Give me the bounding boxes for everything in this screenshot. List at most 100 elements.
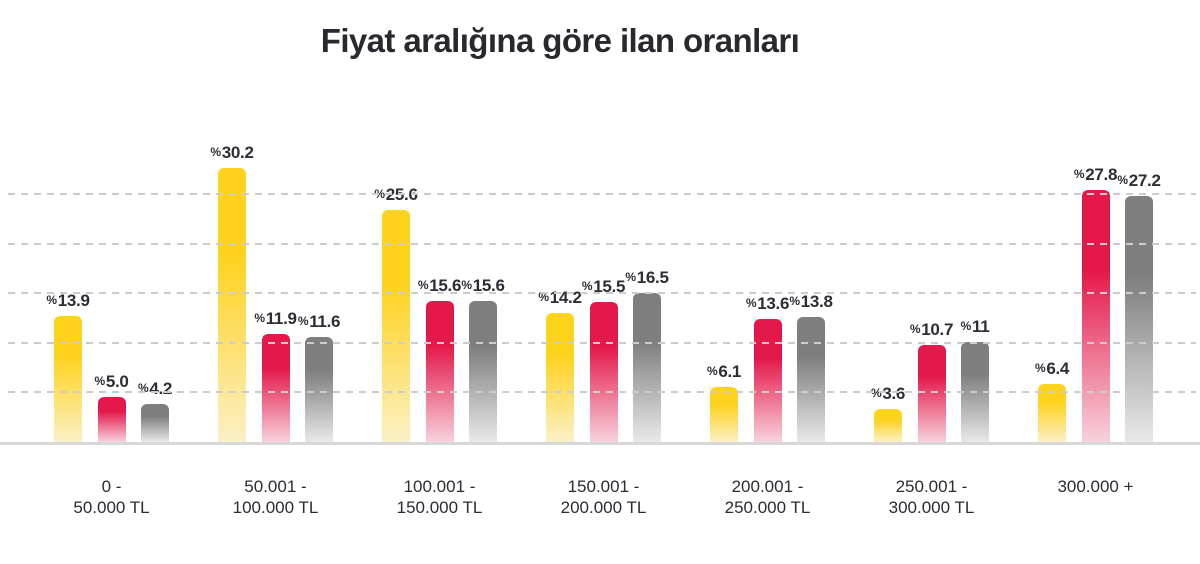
- bar-group: %6.1 %13.6 %13.8: [707, 292, 833, 442]
- bar-red: [917, 345, 946, 442]
- bar-value-label: %27.2: [1117, 171, 1161, 191]
- bar-column: %13.9: [46, 291, 90, 442]
- bar-value-label: %15.6: [461, 276, 505, 296]
- bar-column: %27.2: [1117, 171, 1161, 442]
- percent-sign: %: [789, 293, 800, 308]
- bar-gray: [633, 293, 661, 442]
- percent-sign: %: [210, 144, 221, 159]
- bar-value-label: %6.4: [1035, 359, 1069, 379]
- bar-column: %11.9: [254, 309, 297, 442]
- category-label: 100.001 - 150.000 TL: [382, 476, 497, 518]
- bar-value: 13.8: [800, 292, 833, 311]
- bar-value: 6.4: [1046, 359, 1070, 378]
- bar-value-label: %3.6: [871, 384, 905, 404]
- percent-sign: %: [625, 269, 636, 284]
- bar-value-label: %11.6: [298, 312, 341, 332]
- percent-sign: %: [1034, 360, 1046, 375]
- bar-yellow: [54, 316, 82, 442]
- bar-value: 13.6: [757, 294, 790, 313]
- percent-sign: %: [909, 321, 921, 336]
- bar-value-label: %11.9: [254, 309, 297, 329]
- percent-sign: %: [960, 318, 972, 333]
- category-label: 0 - 50.000 TL: [54, 476, 169, 518]
- bar-value: 11.6: [309, 312, 341, 331]
- bar-yellow: [546, 313, 574, 442]
- bar-value: 30.2: [221, 143, 254, 162]
- category-label-line2: 150.000 TL: [396, 498, 483, 517]
- bar-column: %14.2: [538, 288, 582, 442]
- bar-group: %25.6 %15.6%15.6: [374, 185, 505, 442]
- category-label-line1: 100.001 -: [403, 477, 476, 496]
- percent-sign: %: [706, 363, 718, 378]
- bar-column: %30.2: [210, 143, 254, 442]
- category-label-line2: 200.000 TL: [560, 498, 647, 517]
- bar-group: %3.6%10.7%11: [871, 317, 990, 442]
- bar-group: %30.2 %11.9 %11.6: [210, 143, 340, 442]
- bar-value-label: %27.8: [1073, 165, 1118, 185]
- category-label: 250.001 - 300.000 TL: [874, 476, 989, 518]
- bar-value: 5.0: [105, 372, 129, 391]
- bar-gray: [797, 317, 825, 442]
- bar-column: %15.6: [461, 276, 505, 442]
- percent-sign: %: [46, 292, 57, 307]
- category-label-line1: 300.000 +: [1057, 477, 1134, 496]
- category-label-line1: 0 -: [101, 477, 122, 496]
- bar-gray: [305, 337, 333, 442]
- title-bar: Fiyat aralığına göre ilan oranları: [0, 0, 1120, 60]
- chart-title: Fiyat aralığına göre ilan oranları: [320, 22, 800, 59]
- bar-column: %11.6: [298, 312, 340, 442]
- percent-sign: %: [1117, 172, 1128, 187]
- category-label-line2: 300.000 TL: [888, 498, 975, 517]
- bar-value: 6.1: [718, 362, 742, 381]
- bar-red: [97, 397, 126, 442]
- bar-value-label: %25.6: [374, 185, 418, 205]
- category-label-line2: 250.000 TL: [724, 498, 811, 517]
- bar-column: %11: [961, 317, 990, 442]
- bar-value: 15.5: [593, 277, 626, 296]
- bar-value: 16.5: [636, 268, 669, 287]
- bar-gray: [141, 404, 169, 442]
- bar-column: %5.0: [94, 372, 129, 442]
- bar-yellow: [710, 387, 738, 442]
- bar-column: %10.7: [910, 320, 953, 442]
- bar-value-label: %16.5: [625, 268, 669, 288]
- bar-value-label: %30.2: [210, 143, 254, 163]
- gridline: [8, 391, 1196, 394]
- bar-value-label: %6.1: [707, 362, 741, 382]
- bar-column: %13.8: [789, 292, 833, 442]
- bar-column: %27.8: [1074, 165, 1117, 442]
- bar-red: [425, 301, 454, 442]
- bar-red: [1081, 190, 1110, 442]
- bar-value: 27.8: [1085, 165, 1118, 184]
- bar-groups: %13.9%5.0%4.2%30.2%11.9%11.6%25.6%15.6%1…: [46, 143, 1161, 442]
- bar-column: %16.5: [625, 268, 669, 442]
- percent-sign: %: [94, 373, 105, 388]
- bar-red: [261, 334, 290, 442]
- bar-value: 15.6: [429, 276, 462, 295]
- bar-value-label: %13.9: [46, 291, 90, 311]
- bar-red: [753, 319, 782, 442]
- bar-value: 3.6: [882, 384, 906, 403]
- category-label: 300.000 +: [1038, 476, 1153, 518]
- bar-value: 13.9: [57, 291, 90, 310]
- bar-value-label: %13.8: [789, 292, 833, 312]
- category-label-line1: 200.001 -: [731, 477, 804, 496]
- bar-column: %25.6: [374, 185, 418, 442]
- gridline: [8, 292, 1196, 295]
- bar-column: %13.6: [746, 294, 789, 442]
- bar-value-label: %15.5: [582, 277, 626, 297]
- gridline: [8, 242, 1196, 245]
- bar-value-label: %10.7: [909, 320, 954, 340]
- percent-sign: %: [137, 380, 149, 395]
- percent-sign: %: [1073, 166, 1085, 181]
- gridline: [8, 193, 1196, 195]
- bar-column: %4.2: [138, 379, 172, 442]
- bar-yellow: [218, 168, 246, 442]
- category-label: 150.001 - 200.000 TL: [546, 476, 661, 518]
- bar-value-label: %11: [961, 317, 990, 337]
- gridline: [8, 341, 1196, 344]
- category-label-line2: 50.000 TL: [73, 498, 150, 517]
- bar-value-label: %15.6: [418, 276, 462, 296]
- bar-value-label: %4.2: [138, 379, 172, 399]
- bar-value: 10.7: [921, 320, 954, 339]
